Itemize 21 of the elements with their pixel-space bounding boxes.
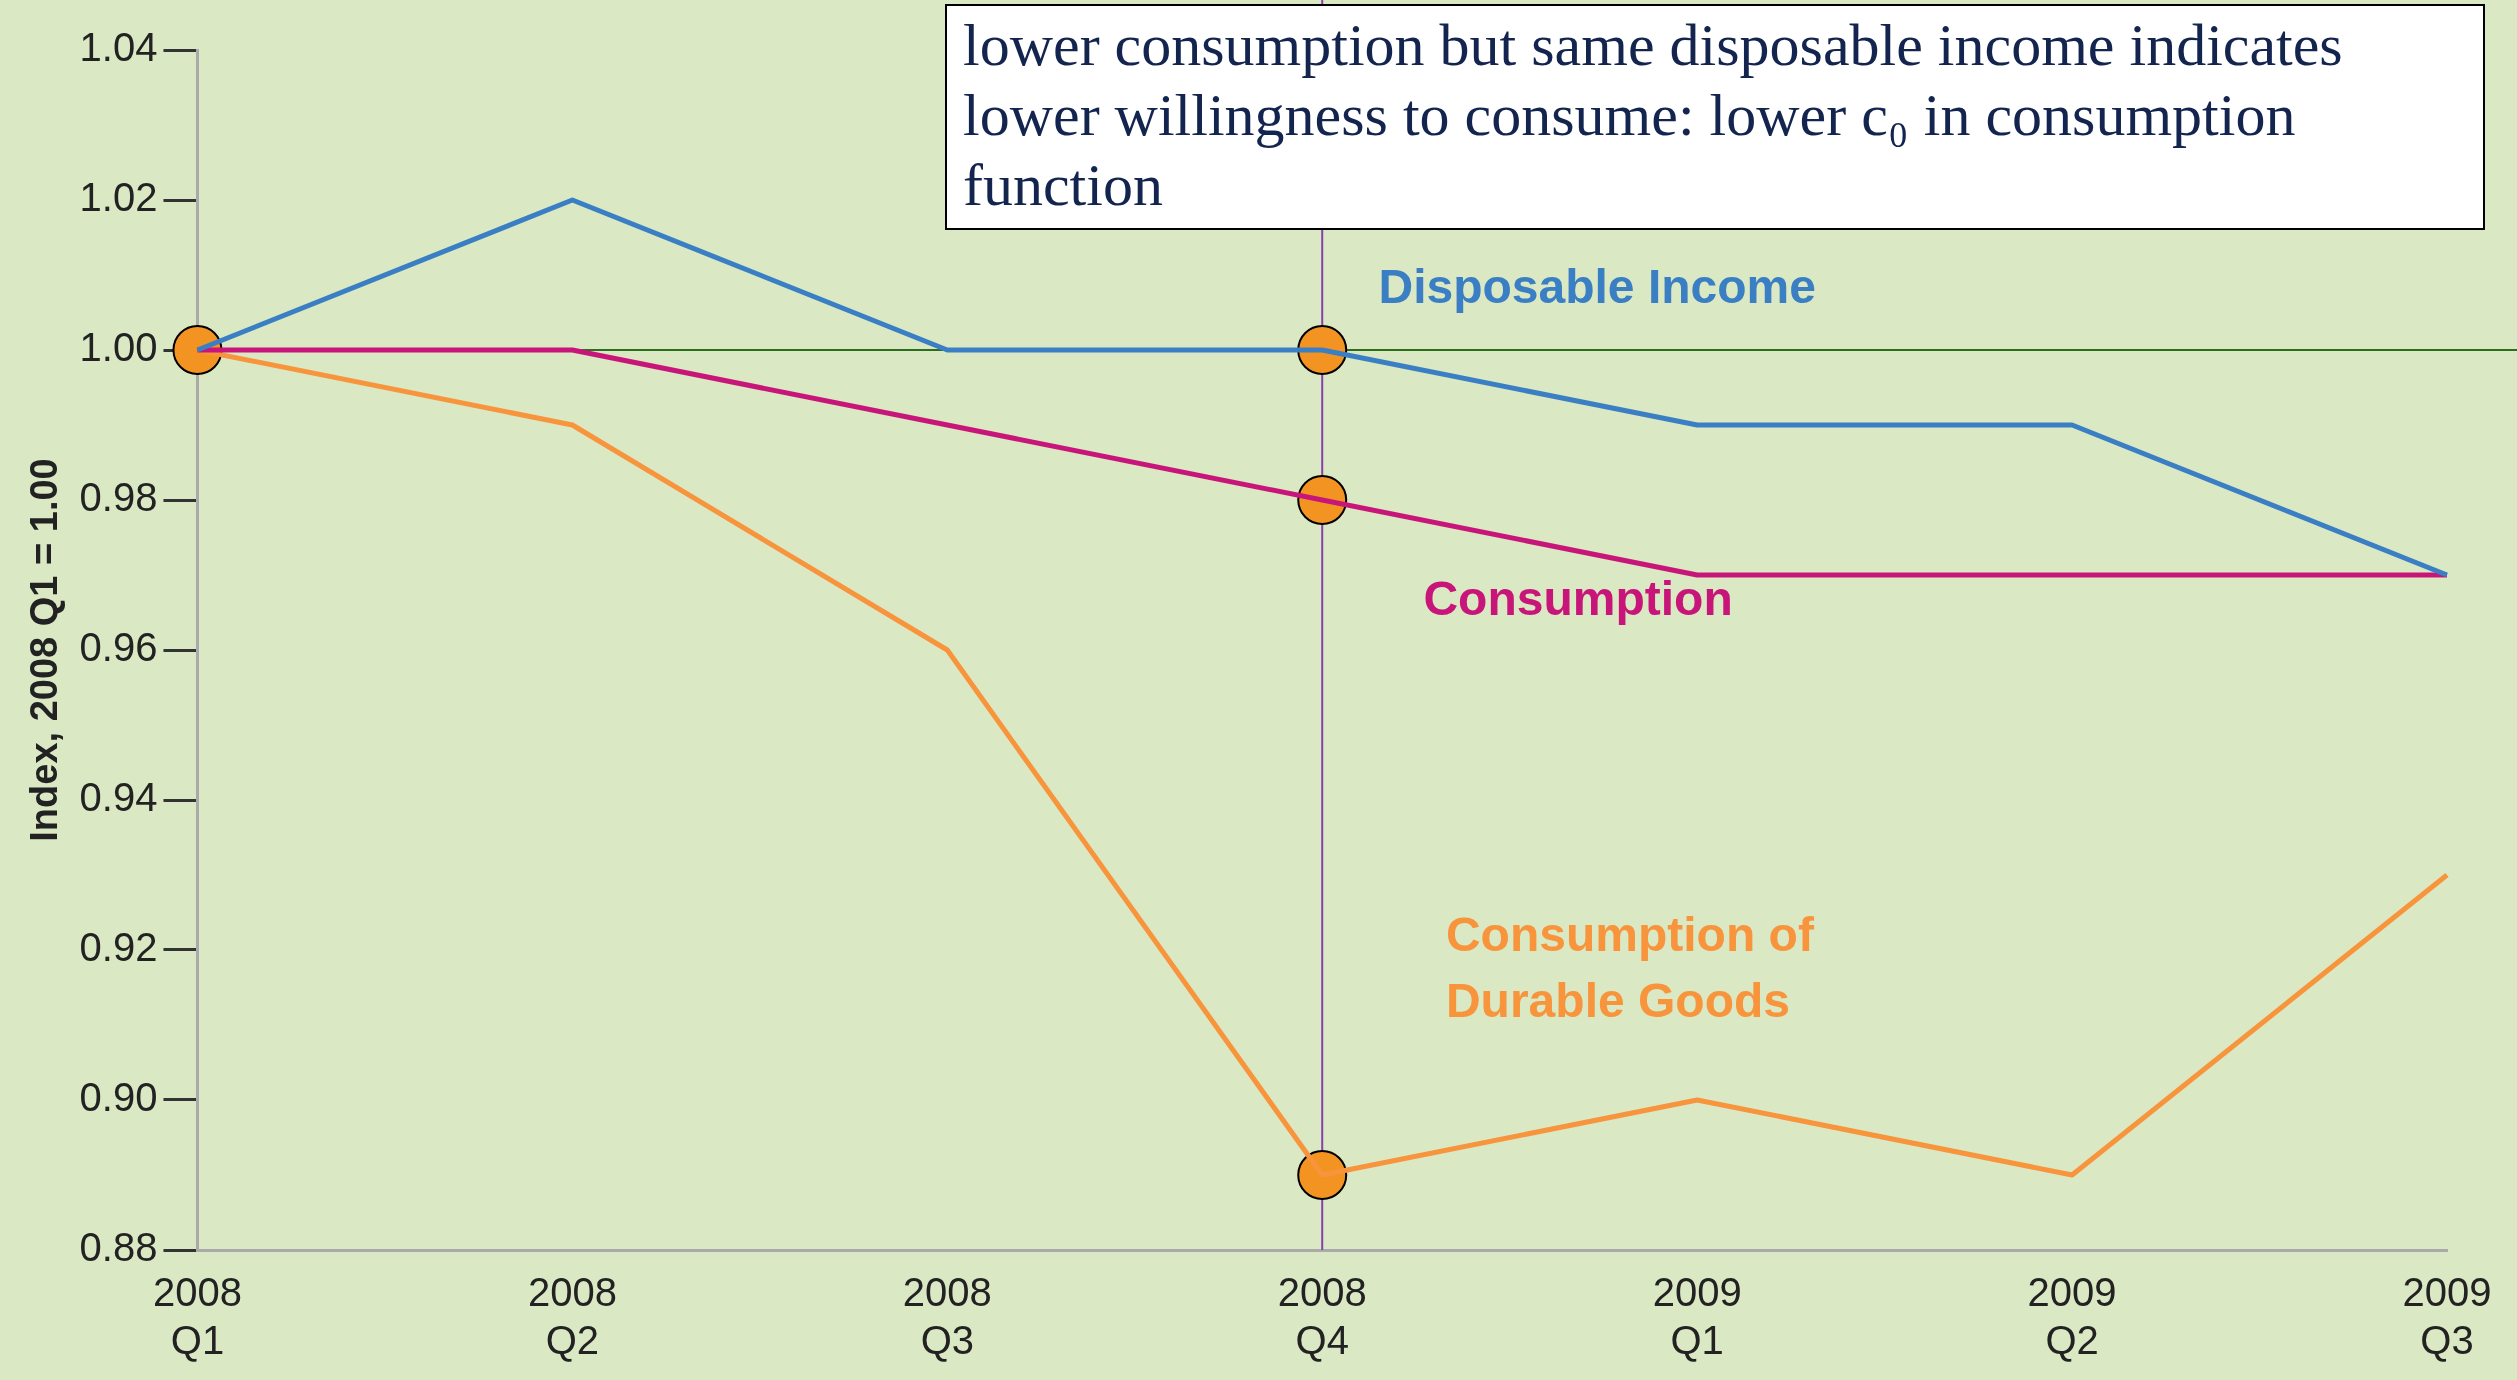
x-tick-label: 2008 Q2 [527,1270,617,1363]
x-tick-label: 2008 Q4 [1277,1270,1367,1363]
y-tick-label: 0.94 [79,775,158,820]
y-tick-label: 0.98 [79,475,158,520]
y-tick-label: 0.90 [79,1075,158,1120]
y-tick-label: 1.04 [79,25,158,70]
y-tick-label: 1.00 [79,325,158,370]
series-label: Consumption of Durable Goods [1445,908,1815,1028]
annotation: lower consumption but same disposable income indicates lower willingness to consume: lower c₀ in consumption function [945,4,2485,230]
x-tick-label: 2008 Q3 [902,1270,992,1363]
y-tick-label: 0.88 [79,1225,158,1270]
x-tick-label: 2009 Q2 [2027,1270,2117,1363]
series-label: Disposable Income [1378,260,1816,314]
x-tick-label: 2008 Q1 [152,1270,242,1363]
x-tick-label: 2009 Q1 [1652,1270,1742,1363]
y-tick-label: 0.96 [79,625,158,670]
x-tick-label: 2009 Q3 [2402,1270,2492,1363]
y-tick-label: 0.92 [79,925,158,970]
y-tick-label: 1.02 [79,175,158,220]
series-label: Consumption [1423,572,1733,626]
y-axis-title: Index, 2008 Q1 = 1.00 [23,458,66,842]
